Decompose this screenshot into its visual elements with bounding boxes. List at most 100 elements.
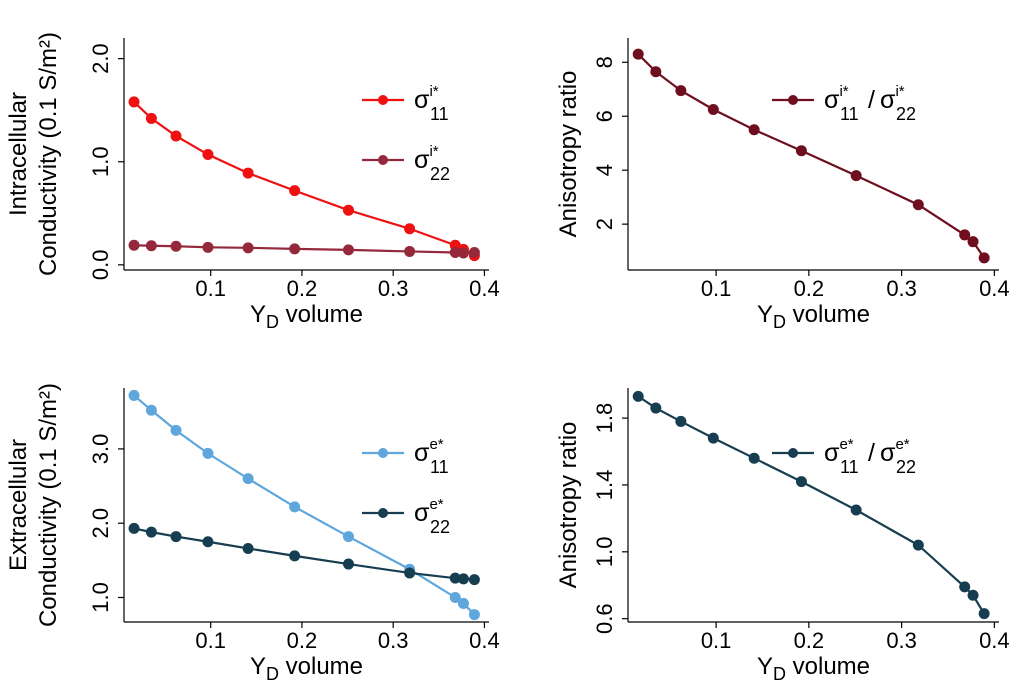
legend-entry: σi* 11 (362, 83, 449, 124)
data-point (457, 573, 469, 585)
legend-entry: σi* 11/σi* 22 (772, 83, 916, 124)
panel-intracellular-conductivity: 0.1 0.2 0.3 0.4 0.0 1.0 2.0 YD volume Intracellu… (5, 32, 500, 332)
data-point (650, 402, 662, 414)
series-line (637, 395, 986, 615)
series-0 (632, 390, 990, 620)
y-tick-label: 2.0 (88, 43, 113, 74)
legend-label-sub: 11 (430, 457, 449, 477)
data-point (748, 452, 760, 464)
x-axis-label-sub: D (773, 664, 786, 684)
data-point (242, 473, 254, 485)
legend-label: σi* 11 (414, 83, 449, 124)
data-point (912, 539, 924, 551)
data-point (145, 404, 157, 416)
x-tick-label: 0.2 (794, 628, 825, 653)
series-1 (128, 239, 480, 259)
data-point (707, 103, 719, 115)
legend-ratio-slash: / (868, 86, 875, 114)
x-axis-label-rest: volume (786, 653, 870, 680)
legend-label-denominator-sub: 22 (896, 457, 916, 477)
data-point (289, 243, 301, 255)
legend-marker (378, 448, 388, 458)
legend-label-denominator-base: σ (880, 86, 896, 114)
data-point (128, 389, 140, 401)
x-tick-label: 0.4 (979, 276, 1010, 301)
legend-label-sup: i* (839, 83, 848, 100)
data-point (959, 581, 971, 593)
data-point (967, 236, 979, 248)
data-point (128, 96, 140, 108)
series-0 (632, 48, 990, 264)
x-axis-label: YD volume (250, 301, 363, 332)
x-axis-label-main: Y (250, 653, 266, 680)
data-point (242, 167, 254, 179)
x-axis-label-main: Y (250, 301, 266, 328)
x-tick-label: 0.2 (794, 276, 825, 301)
data-point (795, 145, 807, 157)
series-line (637, 53, 986, 259)
data-point (748, 124, 760, 136)
y-axis-label: Intracellular (5, 92, 32, 216)
y-tick-label: 1.4 (592, 470, 617, 501)
legend-label-base: σ (414, 146, 430, 174)
x-tick-label: 0.1 (195, 276, 226, 301)
x-axis-label-sub: D (773, 312, 786, 332)
x-tick-label: 0.3 (886, 628, 917, 653)
series-line (134, 244, 475, 255)
legend-marker (378, 95, 388, 105)
data-point (449, 591, 461, 603)
x-axis-label-main: Y (757, 653, 773, 680)
legend-entry: σe* 11 (362, 436, 449, 477)
y-tick-label: 0.6 (592, 603, 617, 634)
panel-extracellular-anisotropy: 0.1 0.2 0.3 0.4 0.6 1.0 1.4 1.8 YD volume Anisotr… (555, 388, 1010, 684)
data-point (850, 170, 862, 182)
y-axis-label: Extracellular (5, 439, 32, 571)
series-line (133, 101, 475, 257)
data-point (342, 558, 354, 570)
data-point (978, 252, 990, 264)
x-tick-label: 0.4 (979, 628, 1010, 653)
legend-label: σi* 22 (414, 143, 450, 184)
data-point (457, 597, 469, 609)
series-line (133, 527, 475, 581)
legend-label-denominator: σi* 22 (880, 83, 916, 124)
data-point (457, 247, 469, 259)
y-tick-label: 2.0 (88, 508, 113, 539)
legend-label-sup: e* (839, 436, 853, 453)
legend-marker (378, 508, 388, 518)
data-point (967, 589, 979, 601)
x-axis-label-rest: volume (279, 653, 363, 680)
data-point (342, 244, 354, 256)
y-tick-label: 1.0 (592, 537, 617, 568)
data-point (202, 241, 214, 253)
data-point (978, 608, 990, 620)
y-axis-label: Conductivity (0.1 S/m²) (35, 383, 62, 627)
data-point (404, 223, 416, 235)
data-point (289, 550, 301, 562)
data-point (707, 432, 719, 444)
y-tick-label: 1.8 (592, 403, 617, 434)
legend-label-sub: 11 (840, 457, 859, 477)
data-point (128, 522, 140, 534)
series-1 (128, 522, 480, 586)
data-point (145, 526, 157, 538)
x-axis-label: YD volume (250, 653, 363, 684)
x-tick-label: 0.4 (469, 276, 500, 301)
legend-ratio-slash: / (868, 439, 875, 467)
legend-label-base: σ (824, 439, 840, 467)
data-point (202, 149, 214, 161)
legend-label-denominator-base: σ (880, 439, 896, 467)
legend-label: σe* 22 (414, 496, 450, 537)
legend-label-base: σ (414, 86, 430, 114)
data-point (632, 48, 644, 60)
data-point (289, 185, 301, 197)
y-tick-label: 1.0 (88, 582, 113, 613)
data-point (795, 476, 807, 488)
data-point (242, 242, 254, 254)
y-tick-label: 3.0 (88, 434, 113, 465)
y-axis-label: Anisotropy ratio (555, 422, 582, 589)
legend-label-base: σ (414, 499, 430, 527)
panel-extracellular-conductivity: 0.1 0.2 0.3 0.4 1.0 2.0 3.0 YD volume Extracellu… (5, 383, 500, 684)
legend-label-sup: e* (429, 496, 443, 513)
legend-label-sub: 22 (430, 164, 450, 184)
